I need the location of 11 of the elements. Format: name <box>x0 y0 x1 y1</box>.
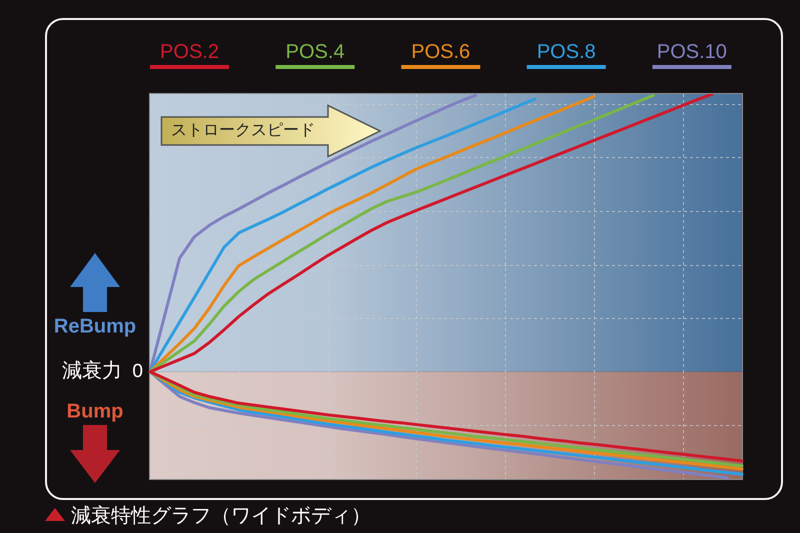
text: 減衰特性グラフ（ワイドボディ） <box>71 502 371 528</box>
x-axis-title: ストロークスピード <box>171 120 315 140</box>
y-axis-title: 減衰力 <box>62 358 122 382</box>
band-label: ReBump <box>54 315 136 338</box>
text: POS.6 <box>411 41 470 63</box>
band-label: Bump <box>66 400 124 422</box>
text: POS.2 <box>160 41 219 63</box>
text: POS.10 <box>656 41 727 63</box>
text: POS.4 <box>286 41 345 63</box>
text: 0 <box>132 361 143 382</box>
series-label: POS.8 <box>536 41 596 63</box>
